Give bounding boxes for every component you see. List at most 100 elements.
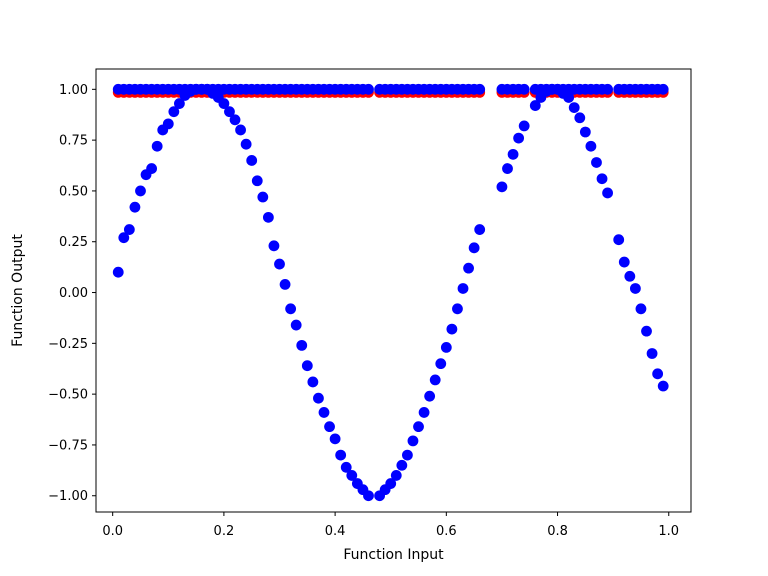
y-tick-label: −1.00 bbox=[48, 489, 88, 504]
data-point bbox=[624, 270, 636, 282]
y-axis-label: Function Output bbox=[10, 234, 26, 347]
data-point bbox=[235, 124, 246, 136]
data-point bbox=[296, 339, 308, 351]
data-point bbox=[151, 140, 163, 152]
data-point bbox=[363, 83, 374, 95]
x-tick-label: 0.6 bbox=[436, 524, 457, 539]
data-point bbox=[629, 283, 641, 294]
data-point bbox=[474, 224, 486, 235]
data-point bbox=[591, 157, 602, 168]
data-point bbox=[657, 380, 669, 392]
data-point bbox=[596, 173, 608, 185]
data-point bbox=[529, 100, 541, 111]
data-point bbox=[641, 325, 652, 337]
data-point bbox=[474, 83, 486, 95]
data-point bbox=[146, 163, 158, 174]
data-point bbox=[340, 461, 352, 473]
data-point bbox=[457, 283, 469, 294]
data-point bbox=[568, 102, 580, 114]
data-point bbox=[251, 175, 263, 187]
y-tick-label: 0.00 bbox=[59, 286, 88, 301]
data-point bbox=[257, 191, 269, 203]
data-point bbox=[440, 342, 452, 353]
x-axis-label: Function Input bbox=[343, 547, 444, 563]
data-point bbox=[418, 407, 430, 418]
data-point bbox=[646, 348, 658, 359]
data-point bbox=[507, 148, 519, 160]
data-point bbox=[385, 478, 397, 489]
data-point bbox=[496, 181, 508, 193]
y-tick-label: 0.25 bbox=[59, 235, 88, 250]
chart-marks bbox=[112, 83, 669, 502]
data-point bbox=[307, 376, 319, 388]
x-axis: 0.0 0.2 0.4 0.6 0.8 1.0 bbox=[102, 512, 679, 539]
data-point bbox=[335, 449, 347, 461]
data-point bbox=[402, 449, 413, 461]
data-point bbox=[513, 132, 525, 144]
data-point bbox=[563, 92, 575, 103]
data-point bbox=[429, 374, 441, 386]
data-point bbox=[652, 368, 664, 380]
data-point bbox=[290, 319, 302, 331]
data-point bbox=[135, 185, 146, 197]
data-point bbox=[396, 459, 408, 471]
data-point bbox=[635, 303, 647, 315]
data-point bbox=[602, 83, 613, 95]
plot-frame bbox=[95, 68, 692, 513]
data-point bbox=[390, 470, 402, 481]
data-point bbox=[602, 187, 613, 199]
data-point bbox=[240, 138, 252, 150]
data-point bbox=[613, 234, 625, 246]
data-point bbox=[407, 435, 419, 447]
data-point bbox=[118, 232, 130, 244]
data-point bbox=[279, 279, 291, 290]
x-tick-label: 0.4 bbox=[325, 524, 346, 539]
data-point bbox=[318, 407, 330, 418]
x-tick-label: 0.0 bbox=[102, 524, 123, 539]
data-point bbox=[452, 303, 463, 315]
data-point bbox=[657, 83, 669, 95]
data-point bbox=[518, 83, 530, 95]
y-tick-label: −0.75 bbox=[48, 438, 88, 453]
y-tick-label: 0.50 bbox=[59, 184, 88, 199]
data-point bbox=[346, 470, 358, 481]
data-point bbox=[285, 303, 297, 315]
x-tick-label: 1.0 bbox=[658, 524, 679, 539]
y-tick-label: −0.50 bbox=[48, 388, 88, 403]
data-point bbox=[468, 242, 480, 254]
data-point bbox=[363, 490, 374, 502]
data-point bbox=[435, 358, 447, 370]
data-point bbox=[129, 201, 141, 213]
y-tick-label: −0.25 bbox=[48, 337, 88, 352]
data-point bbox=[424, 390, 436, 402]
series-2 bbox=[112, 83, 669, 95]
data-point bbox=[246, 155, 258, 166]
data-point bbox=[446, 323, 458, 335]
data-point bbox=[413, 421, 424, 433]
data-point bbox=[463, 262, 474, 274]
x-tick-label: 0.8 bbox=[547, 524, 568, 539]
data-point bbox=[224, 106, 235, 118]
data-point bbox=[313, 392, 324, 404]
data-point bbox=[168, 106, 180, 118]
data-point bbox=[518, 120, 530, 132]
y-tick-label: 1.00 bbox=[59, 83, 88, 98]
data-point bbox=[585, 140, 597, 152]
data-point bbox=[502, 163, 513, 174]
y-tick-label: 0.75 bbox=[59, 134, 88, 149]
data-point bbox=[174, 98, 185, 109]
data-point bbox=[268, 240, 280, 252]
data-point bbox=[324, 421, 335, 433]
data-point bbox=[123, 224, 135, 235]
data-point bbox=[618, 256, 630, 268]
data-point bbox=[574, 112, 586, 124]
data-point bbox=[301, 360, 313, 372]
data-point bbox=[162, 118, 174, 130]
x-tick-label: 0.2 bbox=[214, 524, 235, 539]
data-point bbox=[274, 258, 285, 270]
data-point bbox=[112, 266, 124, 278]
y-axis: −1.00 −0.75 −0.50 −0.25 0.00 0.25 0.50 0.75 1.00 bbox=[48, 83, 96, 504]
data-point bbox=[229, 114, 241, 126]
data-point bbox=[579, 126, 591, 138]
